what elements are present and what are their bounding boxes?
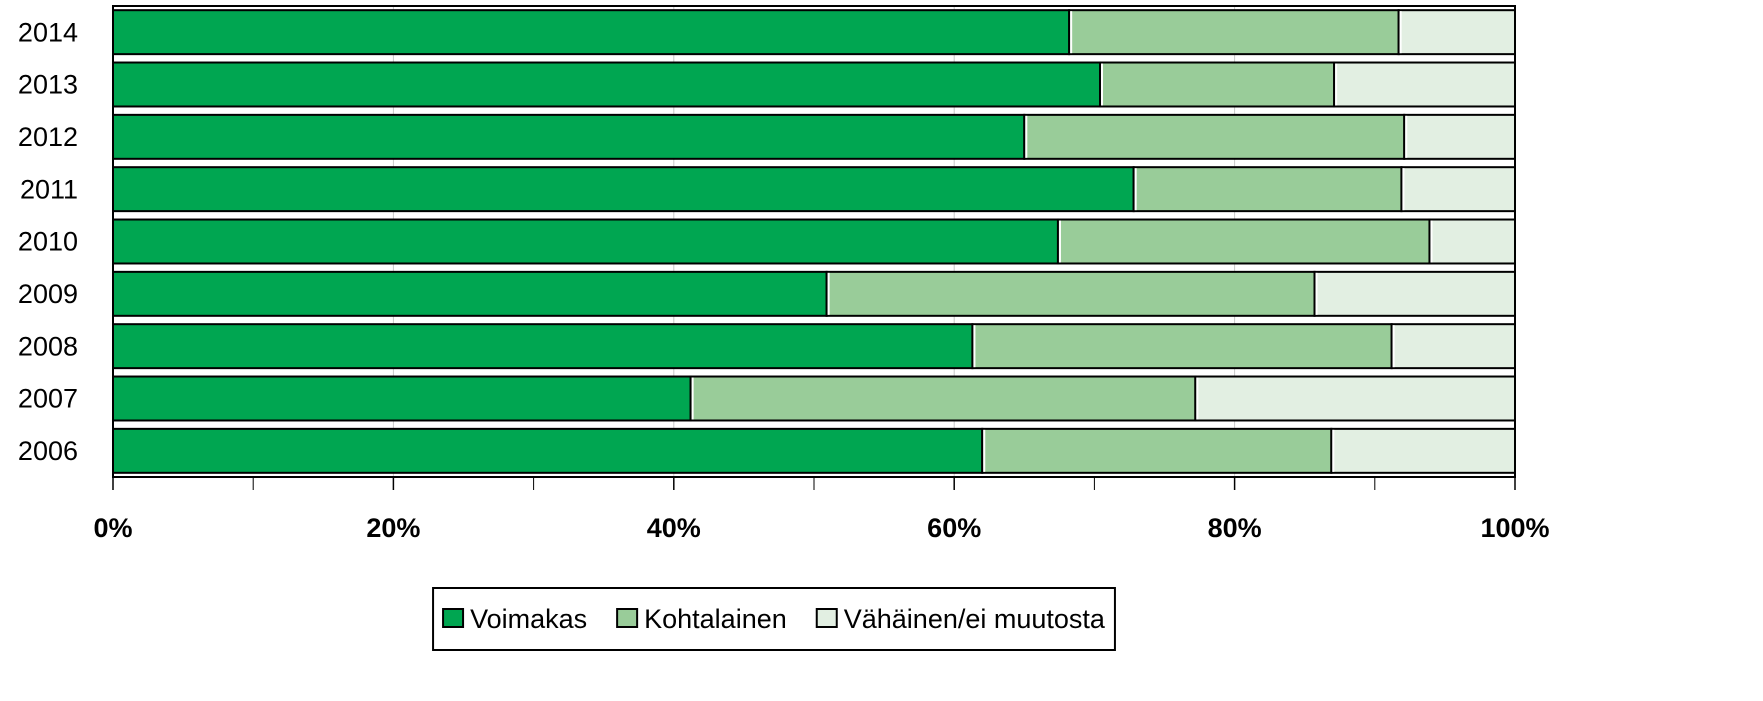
bar-segment (1333, 61, 1516, 108)
legend-swatch (815, 608, 838, 628)
bar-segment (1194, 375, 1516, 422)
bar-segment (1099, 61, 1336, 108)
x-tick-label: 0% (93, 513, 132, 543)
bar-segment (1403, 113, 1516, 160)
bar-segment (1397, 9, 1517, 56)
legend-label: Kohtalainen (644, 604, 787, 634)
x-tick-label: 40% (647, 513, 701, 543)
legend-swatch (616, 608, 639, 628)
x-tick-label: 100% (1480, 513, 1549, 543)
bar-segment (112, 61, 1102, 108)
bar-segment (112, 113, 1026, 160)
y-tick-label: 2007 (18, 384, 78, 414)
y-tick-label: 2008 (18, 331, 78, 361)
legend-label: Voimakas (470, 604, 587, 634)
legend-swatch (442, 608, 465, 628)
y-tick-label: 2012 (18, 122, 78, 152)
y-tick-label: 2010 (18, 227, 78, 257)
bar-segment (112, 375, 692, 422)
bar-segment (971, 323, 1393, 370)
bar-segment (1330, 427, 1517, 474)
y-tick-label: 2013 (18, 70, 78, 100)
legend-label: Vähäinen/ei muutosta (844, 604, 1106, 634)
bar-segment (981, 427, 1333, 474)
bar-segment (1056, 218, 1431, 265)
y-tick-label: 2009 (18, 279, 78, 309)
bar-segment (112, 427, 984, 474)
bar-segment (112, 270, 828, 317)
x-tick-label: 20% (366, 513, 420, 543)
legend-box (432, 587, 1116, 651)
legend: Voimakas Kohtalainen Vähäinen/ei muutosta (432, 587, 1116, 651)
bar-segment (1390, 323, 1517, 370)
bar-segment (1132, 166, 1403, 213)
bar-segment (1068, 9, 1400, 56)
bar-segment (112, 323, 974, 370)
bar-segment (1023, 113, 1406, 160)
bar-segment (1400, 166, 1516, 213)
bar-segment (1313, 270, 1517, 317)
bar-segment (825, 270, 1316, 317)
bar-segment (112, 166, 1135, 213)
bar-segment (112, 218, 1059, 265)
y-tick-label: 2014 (18, 17, 78, 47)
bar-segment (689, 375, 1197, 422)
x-tick-label: 80% (1208, 513, 1262, 543)
bar-segment (1428, 218, 1517, 265)
bar-segment (112, 9, 1071, 56)
y-tick-label: 2011 (20, 174, 78, 204)
y-tick-label: 2006 (18, 436, 78, 466)
x-tick-label: 60% (927, 513, 981, 543)
